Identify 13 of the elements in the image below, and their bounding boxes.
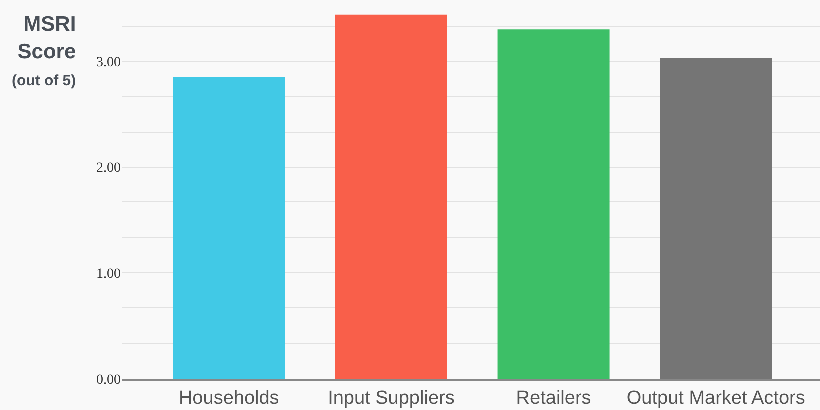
bar [173, 77, 286, 379]
bar [660, 58, 772, 379]
x-tick-label: Output Market Actors [626, 388, 806, 409]
bar [498, 30, 610, 379]
y-tick-label: 3.00 [96, 55, 121, 70]
y-tick-label: 0.00 [96, 372, 121, 388]
y-axis-title: MSRI Score (out of 5) [12, 13, 76, 90]
bar [335, 14, 448, 379]
y-tick-label: 2.00 [96, 161, 121, 176]
y-tick-label: 1.00 [96, 267, 121, 282]
x-tick-label: Retailers [516, 388, 592, 409]
x-tick-label: Input Suppliers [328, 388, 455, 409]
x-tick-label: Households [178, 388, 280, 409]
